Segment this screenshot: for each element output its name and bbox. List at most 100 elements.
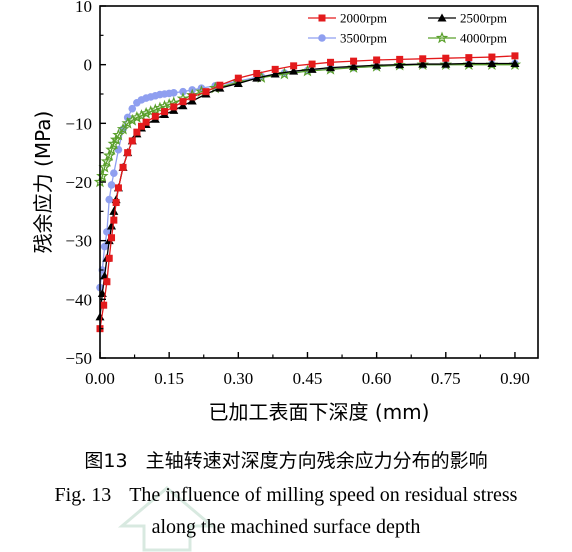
data-point-2000rpm (216, 81, 224, 89)
data-point-2000rpm (100, 301, 108, 309)
data-point-2500rpm (187, 96, 197, 105)
series-2000rpm (96, 52, 519, 333)
data-point-3500rpm (110, 169, 118, 177)
x-tick-label: 0.15 (154, 369, 184, 388)
data-point-2000rpm (465, 54, 473, 62)
data-point-2000rpm (419, 55, 427, 63)
caption-en-line2: along the machined surface depth (151, 516, 421, 538)
data-point-4000rpm (105, 143, 118, 156)
y-tick-label: 10 (75, 0, 92, 16)
data-point-2000rpm (170, 103, 178, 111)
data-point-3500rpm (107, 181, 116, 189)
data-point-2000rpm (188, 93, 196, 101)
data-point-2000rpm (308, 60, 316, 68)
data-point-2500rpm (349, 61, 359, 70)
data-point-4000rpm (96, 169, 109, 182)
data-point-2000rpm (105, 254, 113, 262)
series-layer (93, 52, 522, 333)
tick-layer: 0.00 0.15 0.30 0.45 0.60 0.75 0.90 10 0 −10 −20 −30… (65, 0, 529, 388)
data-point-2000rpm (128, 137, 136, 145)
legend-label-4000rpm: 4000rpm (460, 31, 507, 46)
data-point-2500rpm (289, 66, 299, 75)
series-3500rpm (96, 59, 519, 292)
x-tick-label: 0.45 (293, 369, 323, 388)
legend-entry-2500rpm: 2500rpm (428, 11, 507, 26)
data-point-2000rpm (137, 122, 145, 130)
caption-cn-label: 图13 (84, 450, 128, 472)
data-point-2500rpm (233, 78, 243, 87)
data-point-2000rpm (142, 118, 150, 126)
legend-marker-3500rpm (318, 34, 326, 42)
legend-entry-3500rpm: 3500rpm (308, 31, 387, 46)
data-point-2500rpm (487, 58, 497, 67)
data-point-2000rpm (290, 62, 298, 70)
data-point-2000rpm (253, 69, 261, 77)
data-point-4000rpm (135, 109, 148, 121)
data-point-2000rpm (114, 184, 122, 192)
data-point-2000rpm (124, 149, 132, 157)
data-point-2500rpm (510, 58, 520, 67)
data-point-2000rpm (373, 56, 381, 64)
watermark-graphic (117, 486, 217, 552)
y-tick-label: 0 (84, 56, 93, 75)
y-tick-label: −20 (65, 173, 92, 192)
data-point-4000rpm (116, 122, 130, 135)
data-point-2000rpm (119, 163, 127, 171)
x-tick-label: 0.90 (500, 369, 530, 388)
y-tick-label: −40 (65, 290, 92, 309)
y-tick-label: −30 (65, 232, 92, 251)
data-point-4000rpm (162, 98, 176, 110)
legend: 2000rpm 2500rpm 3500rpm 4000rpm (308, 11, 507, 46)
data-point-2000rpm (179, 98, 187, 106)
data-point-3500rpm (179, 87, 187, 96)
residual-stress-chart: 0.00 0.15 0.30 0.45 0.60 0.75 0.90 10 0 −10 −20 −30… (31, 0, 539, 424)
data-point-2000rpm (327, 58, 335, 66)
data-point-2500rpm (326, 63, 336, 72)
data-point-4000rpm (144, 105, 157, 117)
data-point-2500rpm (109, 206, 119, 215)
data-point-2500rpm (372, 60, 382, 69)
series-4000rpm (93, 58, 522, 188)
legend-entry-4000rpm: 4000rpm (428, 31, 507, 46)
caption-english-line2: along the machined surface depth (0, 516, 572, 539)
data-point-2500rpm (418, 59, 428, 68)
data-point-4000rpm (103, 149, 116, 161)
legend-marker-2000rpm (318, 14, 326, 22)
data-point-2500rpm (178, 101, 188, 110)
data-point-4000rpm (98, 160, 111, 173)
data-point-2000rpm (511, 52, 519, 60)
series-line-4000rpm (99, 64, 515, 183)
y-axis-label: 残余应力 (MPa) (31, 111, 55, 254)
data-point-2000rpm (202, 88, 210, 96)
caption-english-line1: Fig. 13 The influence of milling speed on… (0, 484, 572, 507)
data-point-2000rpm (271, 65, 279, 73)
data-point-2000rpm (234, 74, 242, 82)
data-point-3500rpm (100, 242, 109, 251)
y-tick-label: −10 (65, 114, 92, 133)
data-point-2500rpm (270, 69, 280, 78)
data-point-4000rpm (112, 128, 125, 141)
y-tick-label: −50 (65, 349, 92, 368)
x-tick-label: 0.60 (362, 369, 392, 388)
data-point-2000rpm (151, 112, 159, 120)
data-point-4000rpm (121, 116, 134, 129)
data-point-4000rpm (139, 106, 153, 119)
data-point-2000rpm (103, 278, 111, 286)
data-point-2500rpm (252, 73, 262, 82)
data-point-2000rpm (396, 55, 404, 63)
legend-label-2500rpm: 2500rpm (460, 11, 507, 26)
legend-marker-4000rpm (435, 31, 449, 44)
data-point-3500rpm (103, 228, 111, 236)
data-point-4000rpm (149, 103, 162, 116)
data-point-3500rpm (105, 195, 114, 204)
data-point-2000rpm (161, 108, 169, 116)
data-point-2000rpm (350, 57, 358, 65)
x-axis-label: 已加工表面下深度 (mm) (209, 400, 430, 424)
x-tick-label: 0.30 (223, 369, 253, 388)
data-point-2000rpm (110, 216, 118, 224)
data-point-2500rpm (395, 60, 405, 69)
data-point-4000rpm (153, 101, 167, 114)
legend-label-2000rpm: 2000rpm (340, 11, 387, 26)
data-point-2000rpm (133, 128, 141, 136)
caption-chinese: 图13 主轴转速对深度方向残余应力分布的影响 (0, 446, 572, 473)
